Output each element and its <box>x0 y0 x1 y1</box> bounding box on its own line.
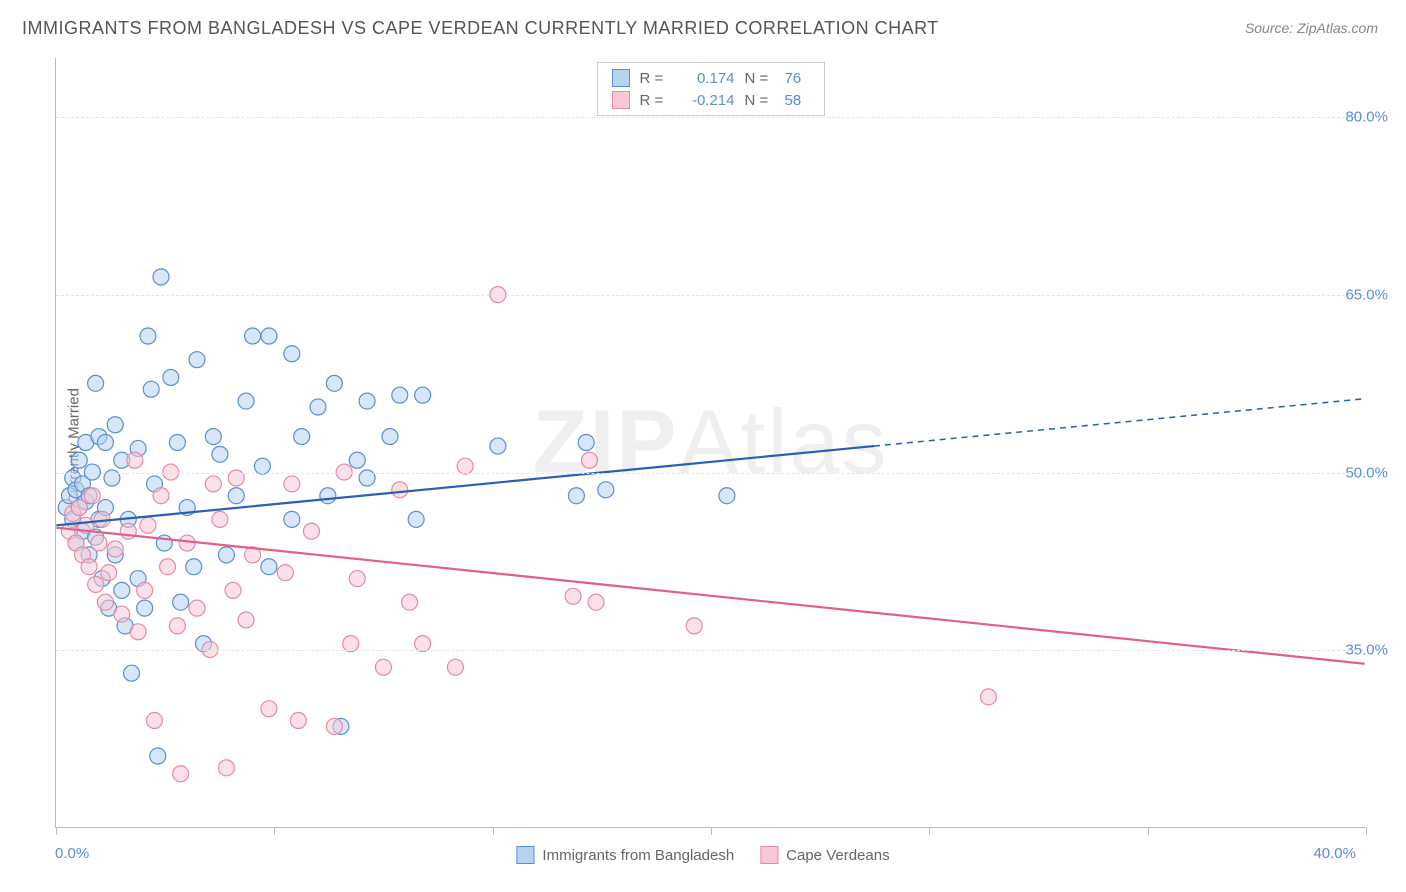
gridline <box>56 650 1365 651</box>
legend-label-0: Immigrants from Bangladesh <box>542 847 734 864</box>
x-tick <box>1148 827 1149 835</box>
gridline <box>56 473 1365 474</box>
r-value-1: -0.214 <box>680 92 735 109</box>
y-tick-label: 35.0% <box>1345 642 1388 659</box>
x-tick <box>1366 827 1367 835</box>
gridline <box>56 117 1365 118</box>
legend-bottom: Immigrants from Bangladesh Cape Verdeans <box>516 846 889 864</box>
swatch-bottom-1 <box>760 846 778 864</box>
x-tick <box>56 827 57 835</box>
legend-stats-row-1: R = -0.214 N = 58 <box>612 89 810 111</box>
plot-svg <box>56 58 1365 827</box>
y-tick-label: 65.0% <box>1345 286 1388 303</box>
source-label: Source: ZipAtlas.com <box>1245 20 1378 36</box>
legend-stats: R = 0.174 N = 76 R = -0.214 N = 58 <box>597 62 825 116</box>
legend-label-1: Cape Verdeans <box>786 847 889 864</box>
n-value-0: 76 <box>785 70 810 87</box>
x-tick-label-min: 0.0% <box>55 845 89 862</box>
gridline <box>56 295 1365 296</box>
swatch-series-1 <box>612 91 630 109</box>
x-tick <box>274 827 275 835</box>
legend-item-1: Cape Verdeans <box>760 846 889 864</box>
y-tick-label: 50.0% <box>1345 464 1388 481</box>
x-tick <box>711 827 712 835</box>
r-value-0: 0.174 <box>680 70 735 87</box>
x-tick <box>929 827 930 835</box>
swatch-series-0 <box>612 69 630 87</box>
chart-area: ZIPAtlas R = 0.174 N = 76 R = -0.214 N =… <box>55 58 1365 828</box>
chart-title: IMMIGRANTS FROM BANGLADESH VS CAPE VERDE… <box>22 18 939 39</box>
legend-stats-row-0: R = 0.174 N = 76 <box>612 67 810 89</box>
legend-item-0: Immigrants from Bangladesh <box>516 846 734 864</box>
swatch-bottom-0 <box>516 846 534 864</box>
y-tick-label: 80.0% <box>1345 109 1388 126</box>
n-value-1: 58 <box>785 92 810 109</box>
x-tick <box>493 827 494 835</box>
x-tick-label-max: 40.0% <box>1313 845 1356 862</box>
